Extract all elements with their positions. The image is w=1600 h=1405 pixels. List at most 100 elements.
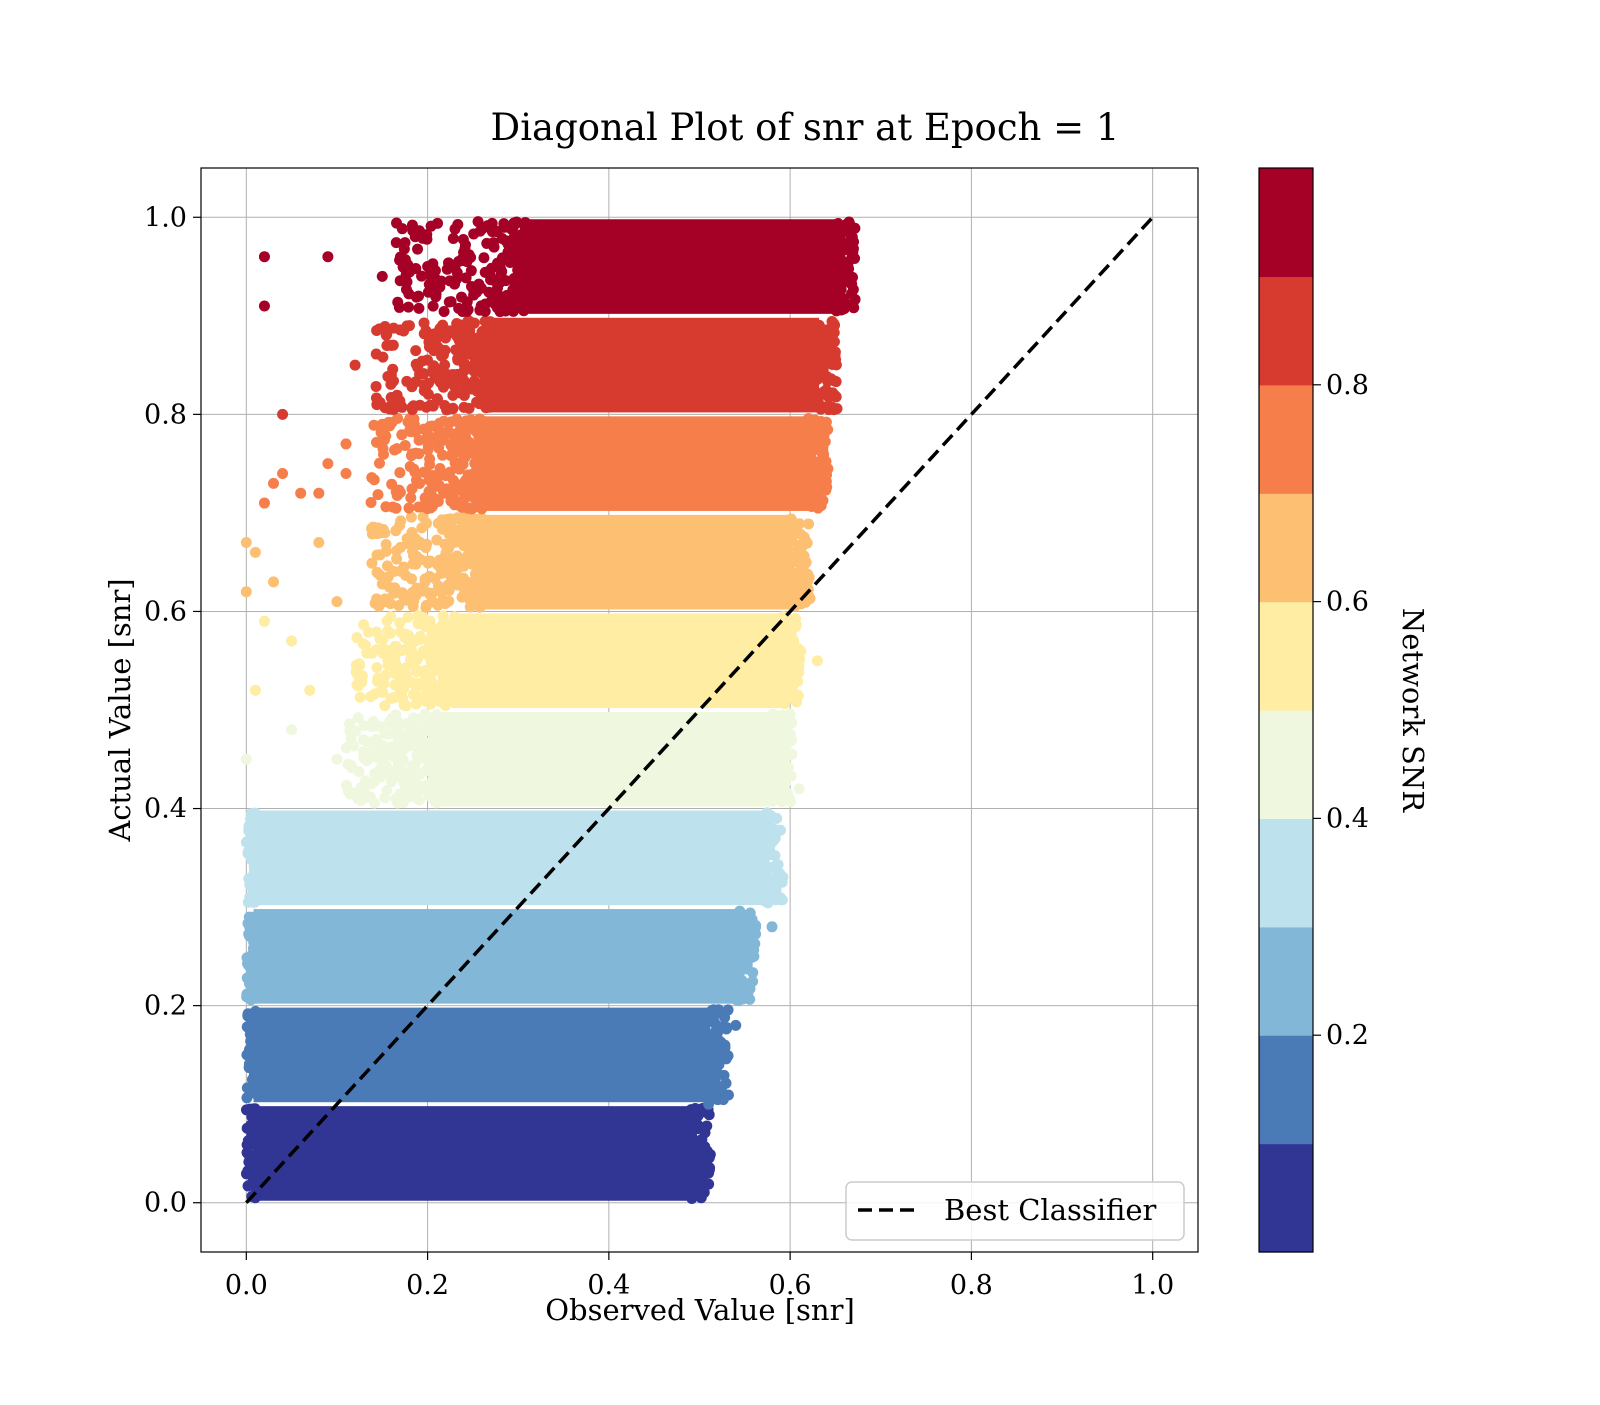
scatter-point — [427, 726, 439, 738]
scatter-point — [766, 874, 778, 886]
colorbar-segment — [1259, 276, 1313, 386]
scatter-point-outlier — [268, 576, 280, 588]
scatter-point — [425, 633, 437, 645]
scatter-point — [243, 971, 255, 983]
colorbar — [1258, 167, 1314, 1253]
scatter-point — [803, 483, 815, 495]
scatter-point — [418, 368, 430, 380]
scatter-point — [473, 515, 485, 527]
scatter-point — [370, 380, 382, 392]
scatter-point — [796, 541, 808, 553]
scatter-point-outlier — [304, 684, 316, 696]
scatter-point — [786, 638, 798, 650]
scatter-point — [451, 330, 463, 342]
x-axis-label: Observed Value [snr] — [545, 1293, 855, 1327]
scatter-point — [439, 538, 451, 550]
scatter-point — [249, 936, 261, 948]
scatter-point-outlier — [268, 477, 280, 489]
scatter-point — [370, 733, 382, 745]
scatter-point — [814, 342, 826, 354]
scatter-point — [384, 598, 396, 610]
scatter-point — [424, 459, 436, 471]
scatter-point — [374, 686, 386, 698]
scatter-point — [701, 1120, 713, 1132]
scatter-point — [806, 435, 818, 447]
scatter-point — [831, 297, 843, 309]
scatter-point — [419, 709, 431, 721]
scatter-point — [248, 863, 260, 875]
scatter-point — [449, 611, 461, 623]
scatter-point — [474, 594, 486, 606]
scatter-point — [469, 446, 481, 458]
scatter-point-outlier — [286, 635, 298, 647]
scatter-point — [475, 429, 487, 441]
scatter-point — [766, 758, 778, 770]
scatter-point — [685, 1128, 697, 1140]
scatter-point — [488, 224, 500, 236]
scatter-point — [430, 779, 442, 791]
scatter-point — [784, 708, 796, 720]
scatter-point — [457, 345, 469, 357]
scatter-point — [437, 381, 449, 393]
scatter-point — [484, 269, 496, 281]
scatter-point — [459, 243, 471, 255]
scatter-point — [416, 522, 428, 534]
scatter-point — [459, 588, 471, 600]
scatter-point — [790, 522, 802, 534]
scatter-point — [418, 423, 430, 435]
scatter-point — [461, 296, 473, 308]
scatter-point — [401, 718, 413, 730]
scatter-point — [786, 734, 798, 746]
scatter-point-outlier — [376, 270, 388, 282]
scatter-point — [476, 564, 488, 576]
scatter-point — [354, 691, 366, 703]
scatter-point — [394, 626, 406, 638]
scatter-point — [830, 262, 842, 274]
scatter-point — [242, 1008, 254, 1020]
scatter-point — [472, 216, 484, 228]
scatter-point — [449, 223, 461, 235]
scatter-point — [478, 252, 490, 264]
scatter-point — [437, 366, 449, 378]
x-tick-label: 0.0 — [225, 1270, 268, 1301]
scatter-point — [447, 233, 459, 245]
scatter-point — [766, 770, 778, 782]
scatter-point — [394, 617, 406, 629]
scatter-point — [770, 722, 782, 734]
band-core — [253, 909, 738, 1004]
scatter-point — [438, 305, 450, 317]
scatter-point-outlier — [249, 684, 261, 696]
scatter-point — [825, 373, 837, 385]
scatter-point — [440, 547, 452, 559]
scatter-point — [422, 439, 434, 451]
legend-label: Best Classifier — [944, 1193, 1157, 1227]
scatter-point — [504, 247, 516, 259]
scatter-point — [767, 824, 779, 836]
scatter-point — [437, 610, 449, 622]
scatter-point — [705, 1015, 717, 1027]
scatter-point — [419, 721, 431, 733]
colorbar-segment — [1259, 710, 1313, 819]
scatter-point — [391, 443, 403, 455]
colorbar-tick-label: 0.2 — [1326, 1020, 1369, 1051]
scatter-point — [777, 684, 789, 696]
scatter-point — [786, 595, 798, 607]
scatter-point — [430, 792, 442, 804]
scatter-point — [445, 440, 457, 452]
scatter-point — [398, 243, 410, 255]
scatter-point — [352, 669, 364, 681]
colorbar-segment — [1259, 1143, 1313, 1253]
scatter-point — [686, 1140, 698, 1152]
scatter-point — [421, 538, 433, 550]
scatter-point — [340, 742, 352, 754]
scatter-point — [427, 300, 439, 312]
scatter-point-outlier — [340, 467, 352, 479]
scatter-point — [468, 285, 480, 297]
scatter-point — [777, 778, 789, 790]
scatter-point — [409, 689, 421, 701]
scatter-point — [433, 442, 445, 454]
scatter-point — [443, 257, 455, 269]
legend-box — [845, 1181, 1185, 1241]
scatter-point — [345, 733, 357, 745]
scatter-point — [757, 877, 769, 889]
